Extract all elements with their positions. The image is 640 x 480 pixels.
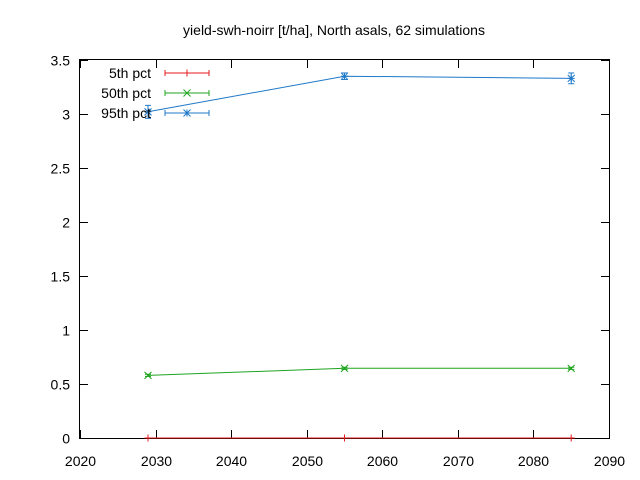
legend: 5th pct 50th pct 95th pct <box>101 65 210 121</box>
data-point <box>341 434 348 442</box>
series-3 <box>144 72 576 119</box>
legend-marker <box>183 109 191 117</box>
x-tick-label: 2050 <box>292 453 323 469</box>
x-tick-label: 2070 <box>443 453 474 469</box>
y-tick-label: 1 <box>62 323 70 339</box>
data-point <box>144 371 152 380</box>
data-point <box>340 364 349 373</box>
data-point <box>144 434 152 442</box>
data-point <box>567 74 576 83</box>
x-tick-label: 2030 <box>141 453 172 469</box>
legend-item: 5th pct <box>109 65 210 81</box>
legend-label: 50th pct <box>101 85 151 101</box>
y-tick-label: 2.5 <box>51 161 71 177</box>
y-tick-label: 3 <box>62 107 70 123</box>
series-line <box>147 367 572 376</box>
legend-item: 50th pct <box>101 85 210 101</box>
legend-marker <box>183 89 191 97</box>
series-line <box>147 75 572 113</box>
x-tick-label: 2080 <box>518 453 549 469</box>
legend-label: 5th pct <box>109 65 151 81</box>
chart-title: yield-swh-noirr [t/ha], North asals, 62 … <box>183 22 485 38</box>
y-tick-label: 2 <box>62 215 70 231</box>
data-point <box>144 107 152 116</box>
data-point <box>567 434 575 442</box>
y-tick-label: 1.5 <box>51 269 71 285</box>
series-2 <box>144 364 576 380</box>
series-1 <box>144 434 575 442</box>
x-tick-label: 2040 <box>216 453 247 469</box>
y-tick-label: 0.5 <box>51 377 71 393</box>
y-tick-label: 3.5 <box>51 53 71 69</box>
y-tick-label: 0 <box>62 431 70 447</box>
series-layer <box>144 72 576 442</box>
x-tick-label: 2020 <box>65 453 96 469</box>
axes: 2020 2030 2040 2050 2060 2070 2080 2090 0 0.5 1 1.5… <box>51 53 626 470</box>
plot-frame <box>79 59 610 439</box>
data-point <box>567 364 576 373</box>
legend-marker <box>183 69 191 77</box>
data-point <box>340 72 349 81</box>
legend-label: 95th pct <box>101 105 151 121</box>
x-tick-label: 2060 <box>367 453 398 469</box>
x-tick-label: 2090 <box>594 453 625 469</box>
legend-item: 95th pct <box>101 105 210 121</box>
